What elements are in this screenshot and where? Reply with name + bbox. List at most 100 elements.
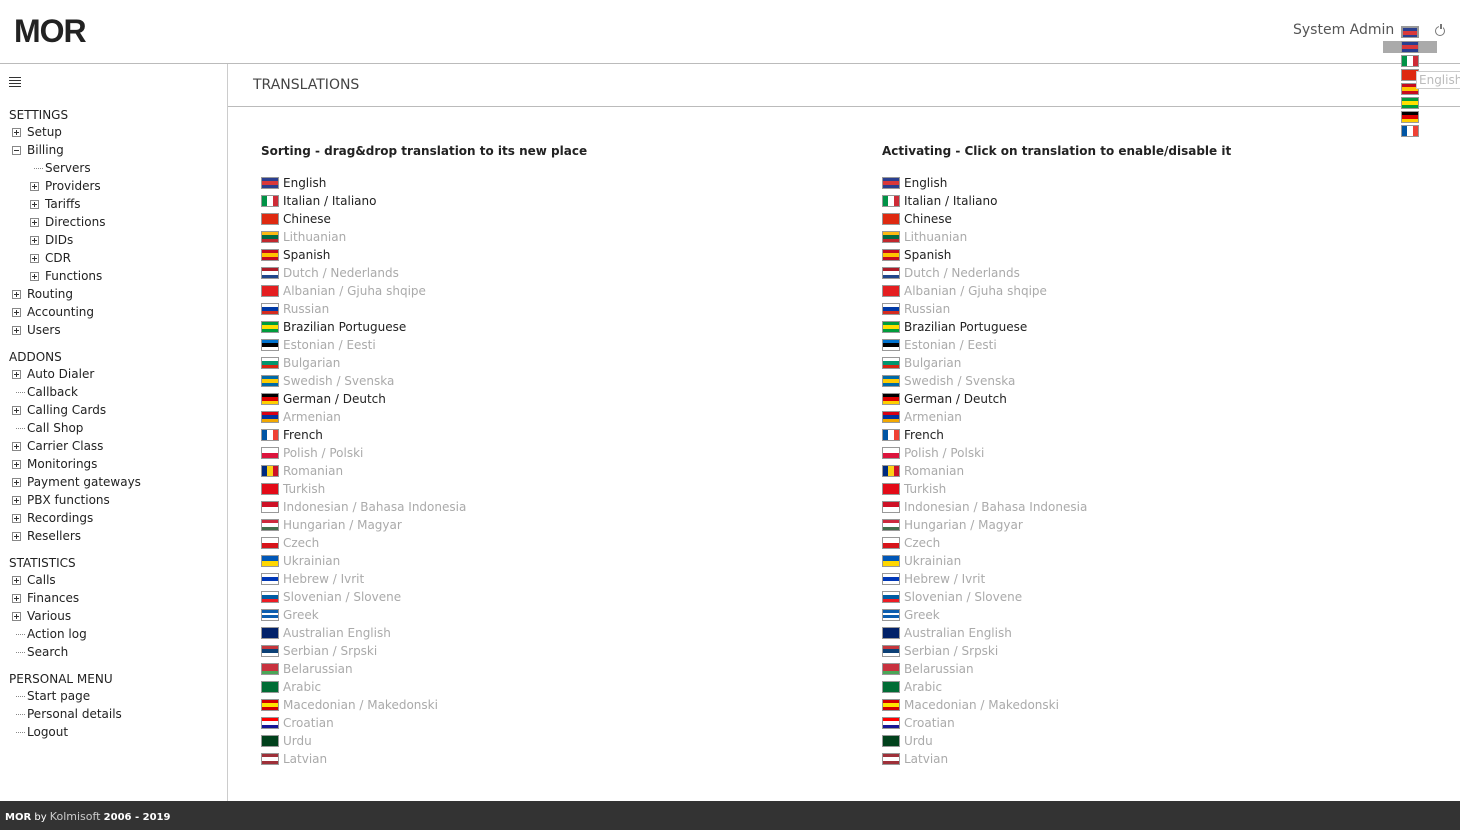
menu-label[interactable]: Callback	[27, 385, 78, 399]
tree-toggle[interactable]	[12, 406, 21, 415]
menu-label[interactable]: Search	[27, 645, 69, 659]
language-item[interactable]: Belarussian	[261, 660, 587, 678]
language-name[interactable]: Urdu	[904, 734, 933, 748]
language-item[interactable]: Urdu	[882, 732, 1231, 750]
language-item[interactable]: Swedish / Svenska	[882, 372, 1231, 390]
menu-icon[interactable]	[9, 77, 21, 89]
menu-item[interactable]: Start page	[0, 687, 227, 705]
language-item[interactable]: Hungarian / Magyar	[882, 516, 1231, 534]
language-item[interactable]: Hebrew / Ivrit	[882, 570, 1231, 588]
menu-item[interactable]: Finances	[0, 589, 227, 607]
language-item[interactable]: Estonian / Eesti	[882, 336, 1231, 354]
menu-label[interactable]: Call Shop	[27, 421, 84, 435]
language-item[interactable]: Polish / Polski	[261, 444, 587, 462]
tree-toggle[interactable]	[30, 200, 39, 209]
tree-toggle[interactable]	[12, 478, 21, 487]
language-name[interactable]: Chinese	[283, 212, 331, 226]
language-name[interactable]: Lithuanian	[283, 230, 347, 244]
menu-item[interactable]: Tariffs	[0, 195, 227, 213]
language-item[interactable]: German / Deutch	[882, 390, 1231, 408]
menu-item[interactable]: Logout	[0, 723, 227, 741]
language-name[interactable]: Swedish / Svenska	[904, 374, 1016, 388]
menu-label[interactable]: DIDs	[45, 233, 74, 247]
language-name[interactable]: Turkish	[904, 482, 947, 496]
menu-item[interactable]: Routing	[0, 285, 227, 303]
menu-item[interactable]: Callback	[0, 383, 227, 401]
language-name[interactable]: Dutch / Nederlands	[283, 266, 399, 280]
language-item[interactable]: Slovenian / Slovene	[261, 588, 587, 606]
language-item[interactable]: Turkish	[261, 480, 587, 498]
menu-item[interactable]: Call Shop	[0, 419, 227, 437]
language-name[interactable]: Polish / Polski	[283, 446, 364, 460]
language-item[interactable]: Swedish / Svenska	[261, 372, 587, 390]
language-name[interactable]: German / Deutch	[283, 392, 386, 406]
language-name[interactable]: Lithuanian	[904, 230, 968, 244]
tree-toggle[interactable]	[12, 370, 21, 379]
language-name[interactable]: Belarussian	[283, 662, 353, 676]
language-name[interactable]: Polish / Polski	[904, 446, 985, 460]
language-name[interactable]: Australian English	[904, 626, 1012, 640]
menu-label[interactable]: Resellers	[27, 529, 82, 543]
menu-label[interactable]: Functions	[45, 269, 103, 283]
language-name[interactable]: Ukrainian	[904, 554, 962, 568]
language-item[interactable]: Arabic	[261, 678, 587, 696]
menu-label[interactable]: Setup	[27, 125, 62, 139]
language-name[interactable]: Swedish / Svenska	[283, 374, 395, 388]
language-item[interactable]: Arabic	[882, 678, 1231, 696]
menu-item[interactable]: Providers	[0, 177, 227, 195]
language-name[interactable]: Turkish	[283, 482, 326, 496]
language-name[interactable]: Hungarian / Magyar	[904, 518, 1023, 532]
language-name[interactable]: Armenian	[283, 410, 341, 424]
menu-item[interactable]: Personal details	[0, 705, 227, 723]
language-name[interactable]: Slovenian / Slovene	[904, 590, 1023, 604]
language-item[interactable]: Armenian	[261, 408, 587, 426]
language-item[interactable]: Italian / Italiano	[261, 192, 587, 210]
language-item[interactable]: Polish / Polski	[882, 444, 1231, 462]
tree-toggle[interactable]	[12, 128, 21, 137]
language-item[interactable]: Greek	[882, 606, 1231, 624]
menu-label[interactable]: Tariffs	[45, 197, 81, 211]
language-item[interactable]: Chinese	[261, 210, 587, 228]
language-name[interactable]: Brazilian Portuguese	[904, 320, 1028, 334]
language-name[interactable]: Bulgarian	[904, 356, 962, 370]
menu-item[interactable]: Functions	[0, 267, 227, 285]
tree-toggle[interactable]	[12, 612, 21, 621]
language-name[interactable]: Romanian	[904, 464, 965, 478]
menu-label[interactable]: Auto Dialer	[27, 367, 95, 381]
language-name[interactable]: Italian / Italiano	[904, 194, 998, 208]
language-item[interactable]: Spanish	[882, 246, 1231, 264]
language-name[interactable]: Albanian / Gjuha shqipe	[904, 284, 1047, 298]
language-flag[interactable]	[1401, 26, 1419, 38]
language-name[interactable]: Serbian / Srpski	[904, 644, 999, 658]
language-item[interactable]: Bulgarian	[882, 354, 1231, 372]
language-item[interactable]: Ukrainian	[882, 552, 1231, 570]
language-name[interactable]: Greek	[283, 608, 319, 622]
language-name[interactable]: Macedonian / Makedonski	[283, 698, 438, 712]
language-item[interactable]: Indonesian / Bahasa Indonesia	[261, 498, 587, 516]
language-item[interactable]: French	[882, 426, 1231, 444]
language-name[interactable]: Hebrew / Ivrit	[904, 572, 986, 586]
language-name[interactable]: Macedonian / Makedonski	[904, 698, 1059, 712]
language-item[interactable]: Latvian	[261, 750, 587, 768]
language-name[interactable]: Indonesian / Bahasa Indonesia	[283, 500, 467, 514]
menu-label[interactable]: Start page	[27, 689, 91, 703]
logo[interactable]: MOR	[14, 13, 87, 49]
language-item[interactable]: Russian	[882, 300, 1231, 318]
language-item[interactable]: Indonesian / Bahasa Indonesia	[882, 498, 1231, 516]
menu-label[interactable]: Carrier Class	[27, 439, 104, 453]
language-name[interactable]: Arabic	[283, 680, 322, 694]
language-name[interactable]: English	[283, 176, 327, 190]
language-item[interactable]: Romanian	[261, 462, 587, 480]
menu-item[interactable]: CDR	[0, 249, 227, 267]
language-name[interactable]: Greek	[904, 608, 940, 622]
language-item[interactable]: Albanian / Gjuha shqipe	[261, 282, 587, 300]
user-name[interactable]: System Admin	[1293, 22, 1395, 38]
menu-label[interactable]: Providers	[45, 179, 101, 193]
menu-item[interactable]: Recordings	[0, 509, 227, 527]
language-item[interactable]: Chinese	[882, 210, 1231, 228]
menu-label[interactable]: Recordings	[27, 511, 94, 525]
menu-item[interactable]: Action log	[0, 625, 227, 643]
language-item[interactable]: Macedonian / Makedonski	[882, 696, 1231, 714]
menu-label[interactable]: Routing	[27, 287, 74, 301]
tree-toggle[interactable]	[30, 182, 39, 191]
